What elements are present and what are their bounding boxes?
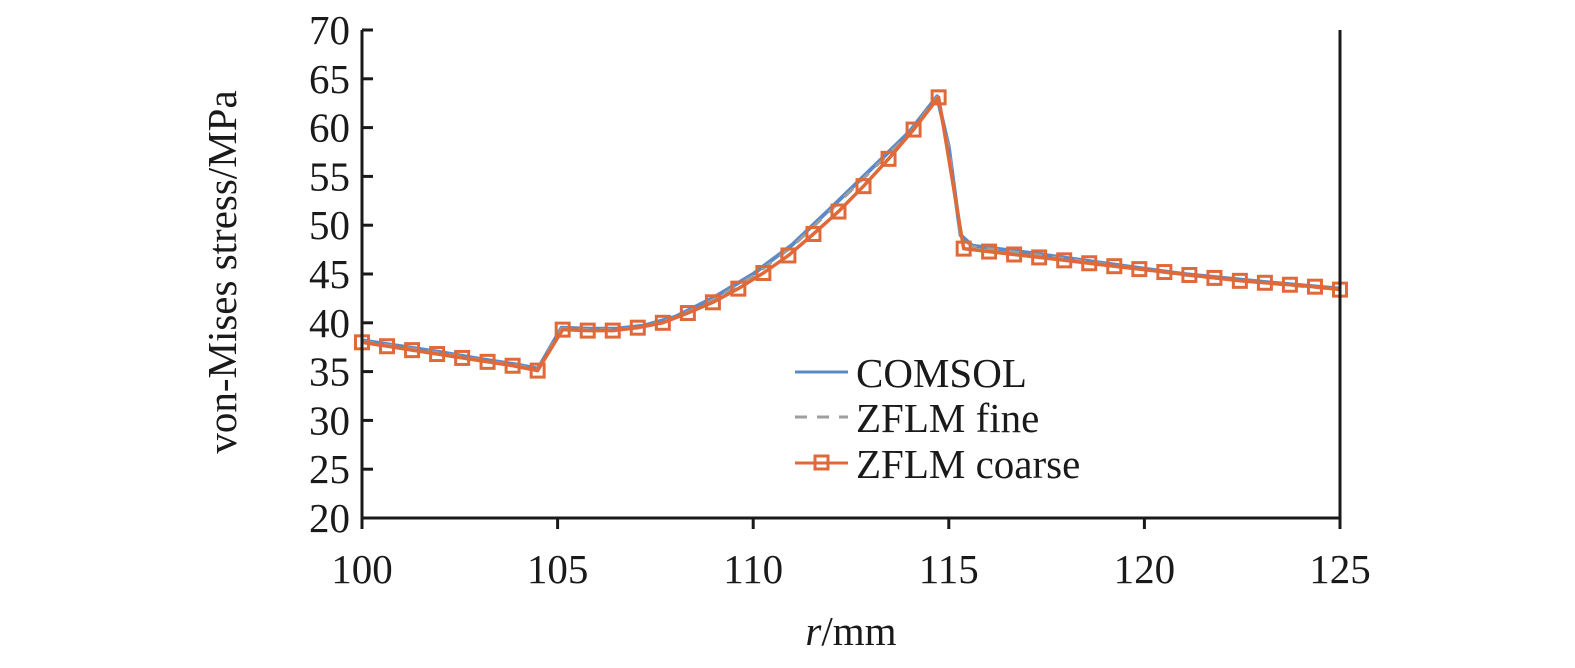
x-tick-label: 100 (331, 546, 393, 592)
data-point-zflm-coarse (629, 319, 646, 336)
x-tick-label: 105 (527, 546, 589, 592)
data-point-zflm-coarse (679, 305, 696, 322)
data-point-zflm-coarse (604, 322, 621, 339)
y-axis-title: von-Mises stress/MPa (199, 90, 245, 453)
data-point-zflm-coarse (981, 243, 998, 260)
data-point-zflm-coarse (1106, 258, 1123, 275)
data-point-zflm-coarse (1081, 255, 1098, 272)
series-line-zflm-fine (361, 95, 1341, 372)
data-point-zflm-coarse (755, 265, 772, 282)
y-tick-label: 35 (309, 349, 350, 395)
series-line-zflm-coarse (361, 95, 1341, 373)
data-point-zflm-coarse (1256, 274, 1273, 291)
legend-marker-zflm-coarse (813, 454, 830, 471)
series-line-comsol (361, 94, 1341, 371)
y-tick-label: 40 (309, 300, 350, 346)
data-point-zflm-coarse (654, 314, 671, 331)
y-tick-label: 70 (309, 7, 350, 53)
x-tick-label: 110 (723, 546, 783, 592)
data-point-zflm-coarse (805, 225, 822, 242)
data-point-zflm-coarse (504, 357, 521, 374)
y-tick-label: 30 (309, 397, 350, 443)
x-axis-title-unit: /mm (821, 608, 896, 654)
data-point-zflm-coarse (905, 121, 922, 138)
data-point-zflm-coarse (554, 321, 571, 338)
legend-label-zflm-fine: ZFLM fine (856, 395, 1039, 441)
x-tick-label: 115 (919, 546, 979, 592)
data-point-zflm-coarse (880, 150, 897, 167)
y-tick-label: 60 (309, 105, 350, 151)
data-point-zflm-coarse (704, 294, 721, 311)
data-point-zflm-coarse (454, 349, 471, 366)
data-point-zflm-coarse (479, 353, 496, 370)
data-point-zflm-coarse (1281, 276, 1298, 293)
y-tick-label: 50 (309, 202, 350, 248)
data-point-zflm-coarse (1206, 269, 1223, 286)
data-point-zflm-coarse (404, 342, 421, 359)
series-layer (354, 89, 1348, 379)
x-ticks: 100 105 110 115 120 125 (331, 518, 1371, 592)
y-tick-label: 20 (309, 495, 350, 541)
legend: COMSOL ZFLM fine ZFLM coarse (795, 350, 1080, 487)
y-tick-label: 45 (309, 251, 350, 297)
legend-label-comsol: COMSOL (856, 350, 1027, 396)
data-point-zflm-coarse (1031, 249, 1048, 266)
data-point-zflm-coarse (579, 322, 596, 339)
data-point-zflm-coarse (855, 178, 872, 195)
x-axis-title-var: r (805, 608, 822, 654)
data-point-zflm-coarse (730, 280, 747, 297)
data-point-zflm-coarse (955, 240, 972, 257)
data-point-zflm-coarse (1056, 252, 1073, 269)
x-tick-label: 125 (1309, 546, 1371, 592)
x-tick-label: 120 (1114, 546, 1176, 592)
y-tick-label: 25 (309, 446, 350, 492)
x-axis-title: r/mm (805, 608, 896, 654)
data-point-zflm-coarse (780, 247, 797, 264)
data-point-zflm-coarse (1231, 272, 1248, 289)
data-point-zflm-coarse (1131, 261, 1148, 278)
data-point-zflm-coarse (1156, 264, 1173, 281)
data-point-zflm-coarse (429, 346, 446, 363)
data-point-zflm-coarse (529, 362, 546, 379)
data-point-zflm-coarse (930, 89, 947, 106)
data-point-zflm-coarse (830, 203, 847, 220)
data-point-zflm-coarse (1006, 246, 1023, 263)
data-point-zflm-coarse (379, 338, 396, 355)
data-point-zflm-coarse (1181, 266, 1198, 283)
data-point-zflm-coarse (1306, 278, 1323, 295)
y-tick-label: 65 (309, 56, 350, 102)
y-tick-label: 55 (309, 153, 350, 199)
legend-label-zflm-coarse: ZFLM coarse (856, 441, 1080, 487)
